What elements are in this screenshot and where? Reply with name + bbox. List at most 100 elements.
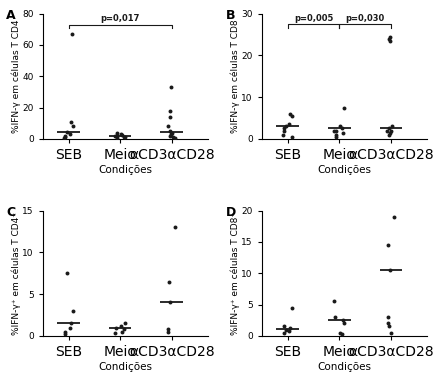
Point [281,323,288,329]
Point [66,131,73,137]
Point [118,131,125,137]
Point [280,132,287,138]
Point [333,128,340,134]
Point [387,33,394,40]
Point [166,133,173,139]
Point [119,132,126,138]
Point [167,108,174,114]
Y-axis label: %IFN-γ em células T CD8: %IFN-γ em células T CD8 [230,19,240,133]
Point [387,130,394,136]
Text: p=0,005: p=0,005 [294,14,333,23]
Point [120,326,127,332]
Point [70,308,77,314]
Point [281,125,288,131]
Point [168,84,175,90]
Point [385,36,392,42]
Point [337,124,344,130]
Point [289,113,296,119]
Point [70,123,77,129]
Point [66,325,73,331]
Point [333,134,340,140]
Point [63,129,71,135]
Point [337,330,344,336]
Point [112,325,119,331]
Point [385,323,392,329]
Point [289,305,296,311]
Point [172,224,179,230]
Point [61,331,68,337]
Point [338,331,345,337]
Point [63,270,71,276]
Text: A: A [6,9,16,22]
Point [61,133,68,139]
Point [285,121,292,127]
Text: p=0,017: p=0,017 [100,14,140,23]
Point [165,326,172,332]
Point [281,128,288,134]
Y-axis label: %IFN-γ⁺ em células T CD8⁺: %IFN-γ⁺ em células T CD8⁺ [230,212,240,335]
Point [121,133,128,139]
Point [164,124,171,130]
Point [340,317,347,323]
Point [333,132,340,138]
Point [120,134,127,140]
Point [171,135,178,141]
X-axis label: Condições: Condições [98,362,152,372]
Point [67,119,75,125]
Point [166,299,173,306]
Text: B: B [226,9,235,22]
Point [169,134,176,140]
Point [338,125,345,131]
Point [283,124,290,130]
Point [341,320,348,326]
Point [388,124,396,130]
Point [288,134,295,140]
Point [331,314,338,320]
Point [388,128,395,134]
Point [386,38,393,44]
Point [113,130,120,136]
Point [165,329,172,335]
Point [287,325,294,331]
Point [121,320,128,326]
Point [168,130,175,136]
X-axis label: Condições: Condições [317,165,372,175]
Point [341,105,348,111]
Point [391,214,398,220]
Point [114,135,121,141]
Point [385,242,392,248]
Point [387,267,394,273]
Point [384,320,391,326]
Point [111,133,119,139]
Point [384,128,391,134]
Point [166,114,173,120]
Point [385,125,392,131]
Point [339,130,346,136]
Text: p=0,030: p=0,030 [345,14,385,23]
Point [384,314,391,320]
Point [113,133,120,139]
Text: D: D [226,206,236,218]
Point [283,326,290,332]
Point [119,329,126,335]
Point [388,330,395,336]
Point [67,320,75,326]
X-axis label: Condições: Condições [317,362,372,372]
Point [60,135,67,141]
Point [331,298,338,304]
Point [331,128,338,134]
Point [61,133,68,139]
Point [61,329,68,335]
Y-axis label: %IFN-γ em células T CD4: %IFN-γ em células T CD4 [12,19,21,133]
Point [118,323,125,329]
Point [165,279,172,285]
Point [281,330,288,336]
Point [69,31,76,37]
Point [167,131,174,137]
Point [285,328,292,334]
Point [166,128,173,134]
Point [111,330,119,336]
Point [287,111,294,117]
X-axis label: Condições: Condições [98,165,152,175]
Point [385,132,392,138]
